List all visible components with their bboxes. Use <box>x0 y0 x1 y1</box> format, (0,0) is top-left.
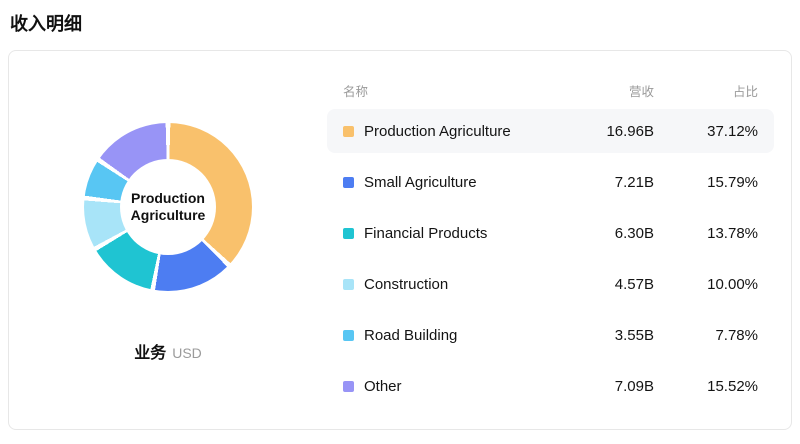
series-color-swatch <box>343 278 354 290</box>
table-row[interactable]: Production Agriculture 16.96B 37.12% <box>327 109 774 153</box>
row-name: Road Building <box>364 326 458 344</box>
header-share: 占比 <box>732 84 758 99</box>
revenue-detail-card: Production Agriculture 业务 USD 名称 营收 占比 Pr… <box>8 50 792 430</box>
row-revenue: 4.57B <box>614 275 654 293</box>
series-color-swatch <box>343 176 354 188</box>
series-color-swatch <box>343 380 354 392</box>
row-name: Financial Products <box>364 224 488 242</box>
table-row[interactable]: Road Building 3.55B 7.78% <box>327 313 774 357</box>
donut-hole: Production Agriculture <box>120 159 216 255</box>
header-name: 名称 <box>343 84 369 99</box>
chart-footer-label: 业务 <box>134 345 167 362</box>
row-share: 37.12% <box>707 122 758 140</box>
chart-section: Production Agriculture 业务 USD <box>9 51 327 429</box>
revenue-table: 名称 营收 占比 Production Agriculture 16.96B 3… <box>327 51 791 429</box>
chart-footer-unit: USD <box>172 345 202 361</box>
row-revenue: 7.09B <box>614 377 654 395</box>
row-name: Production Agriculture <box>364 122 511 140</box>
series-color-swatch <box>343 227 354 239</box>
chart-footer: 业务 USD <box>134 339 202 363</box>
row-share: 7.78% <box>715 326 758 344</box>
row-revenue: 7.21B <box>614 173 654 191</box>
table-row[interactable]: Financial Products 6.30B 13.78% <box>327 211 774 255</box>
table-row[interactable]: Other 7.09B 15.52% <box>327 364 774 408</box>
row-revenue: 16.96B <box>606 122 654 140</box>
page-title: 收入明细 <box>10 14 82 34</box>
row-revenue: 6.30B <box>614 224 654 242</box>
row-name: Small Agriculture <box>364 173 477 191</box>
row-share: 15.52% <box>707 377 758 395</box>
row-share: 15.79% <box>707 173 758 191</box>
row-share: 13.78% <box>707 224 758 242</box>
donut-center-label: Production Agriculture <box>130 189 206 224</box>
donut-chart[interactable]: Production Agriculture <box>84 123 252 291</box>
row-revenue: 3.55B <box>614 326 654 344</box>
series-color-swatch <box>343 125 354 137</box>
row-name: Construction <box>364 275 449 293</box>
row-share: 10.00% <box>707 275 758 293</box>
table-row[interactable]: Construction 4.57B 10.00% <box>327 262 774 306</box>
series-color-swatch <box>343 329 354 341</box>
header-revenue: 营收 <box>628 84 654 99</box>
table-header-row: 名称 营收 占比 <box>327 79 774 101</box>
row-name: Other <box>364 377 402 395</box>
table-row[interactable]: Small Agriculture 7.21B 15.79% <box>327 160 774 204</box>
